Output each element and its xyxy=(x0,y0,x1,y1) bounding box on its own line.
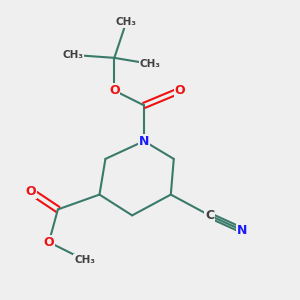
Text: CH₃: CH₃ xyxy=(140,59,160,69)
Text: C: C xyxy=(205,209,214,222)
Text: O: O xyxy=(174,84,185,97)
Text: O: O xyxy=(44,236,54,249)
Text: CH₃: CH₃ xyxy=(116,17,137,27)
Text: CH₃: CH₃ xyxy=(74,255,95,265)
Text: O: O xyxy=(26,185,36,198)
Text: O: O xyxy=(109,84,120,97)
Text: N: N xyxy=(237,224,247,237)
Text: N: N xyxy=(139,135,149,148)
Text: CH₃: CH₃ xyxy=(62,50,83,60)
